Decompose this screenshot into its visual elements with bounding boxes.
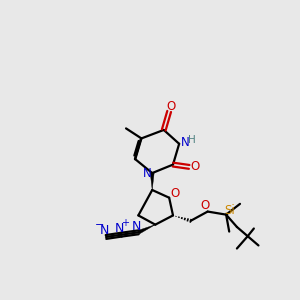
Text: N: N <box>100 224 109 237</box>
Polygon shape <box>138 225 155 234</box>
Text: −: − <box>95 220 104 230</box>
Text: N: N <box>115 222 124 235</box>
Text: O: O <box>201 199 210 212</box>
Polygon shape <box>150 173 154 190</box>
Text: Si: Si <box>224 204 235 217</box>
Text: O: O <box>166 100 175 113</box>
Text: +: + <box>121 218 129 228</box>
Text: N: N <box>181 136 190 149</box>
Text: H: H <box>188 135 196 145</box>
Text: N: N <box>143 167 152 180</box>
Text: O: O <box>171 187 180 200</box>
Text: O: O <box>191 160 200 173</box>
Text: N: N <box>132 220 142 233</box>
